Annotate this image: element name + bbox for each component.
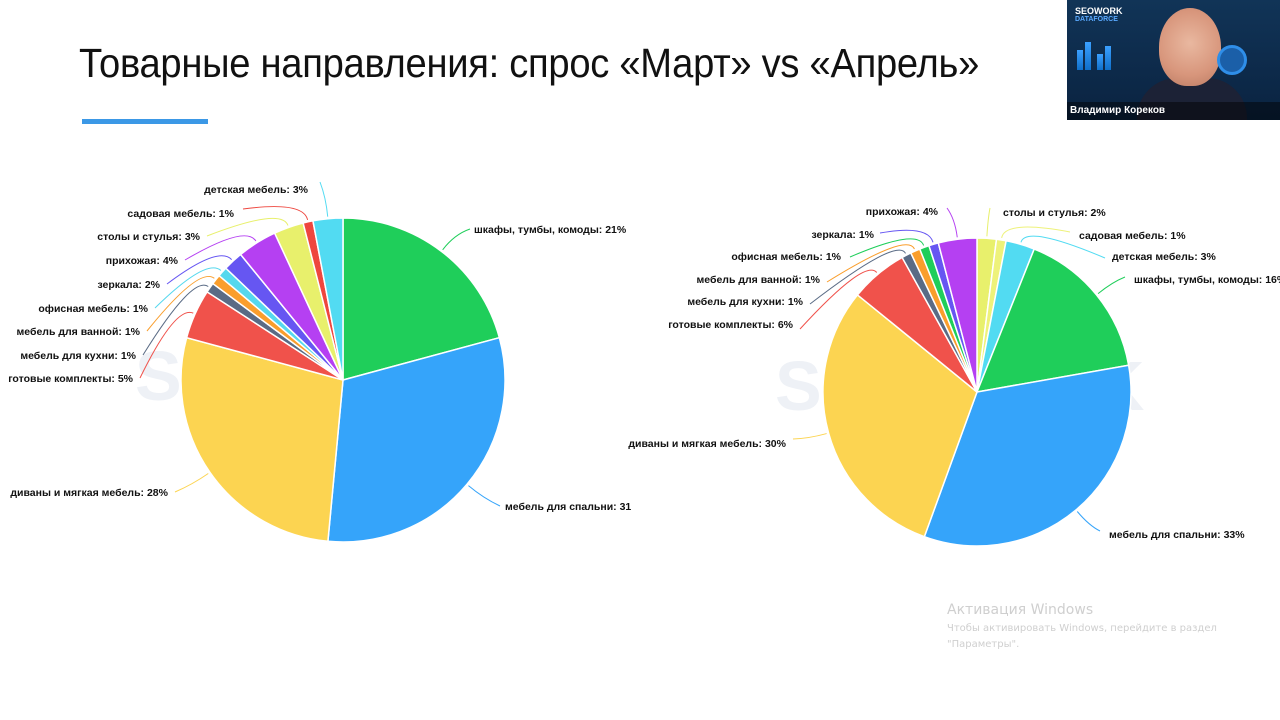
slice-label: мебель для кухни: 1% (687, 296, 803, 308)
slice-label: зеркала: 2% (97, 279, 160, 291)
presenter-name: Владимир Кореков (1067, 102, 1280, 120)
slice-label: офисная мебель: 1% (731, 251, 841, 263)
pie-chart-march (180, 217, 506, 543)
leader-line (154, 267, 222, 309)
leader-line (826, 244, 915, 283)
pie-slice[interactable] (822, 293, 978, 538)
title-accent-bar (82, 119, 208, 124)
slice-label: шкафы, тумбы, комоды: 16% (1134, 274, 1280, 286)
pie-slice[interactable] (975, 248, 1130, 393)
leader-line (146, 276, 215, 332)
leader-line (849, 238, 925, 258)
leader-line (1076, 511, 1101, 532)
slice-label: готовые комплекты: 6% (668, 319, 793, 331)
slice-label: детская мебель: 3% (204, 184, 309, 196)
leader-line (799, 269, 878, 330)
bar-logo-icon (1077, 42, 1113, 70)
webcam-brand-secondary: DATAFORCE (1075, 16, 1118, 23)
pie-chart-april (822, 237, 1132, 547)
slice-label: прихожая: 4% (866, 206, 939, 218)
leader-line (206, 217, 289, 237)
leader-line (986, 207, 991, 237)
leader-line (946, 207, 958, 238)
pie-slice[interactable] (312, 217, 344, 381)
slice-label: садовая мебель: 1% (127, 208, 234, 220)
leader-line (1001, 226, 1071, 239)
activation-line-1: Чтобы активировать Windows, перейдите в … (947, 623, 1217, 634)
slice-label: столы и стулья: 2% (1003, 207, 1106, 219)
slice-label: шкафы, тумбы, комоды: 21% (474, 224, 627, 236)
leader-line (879, 229, 934, 243)
leader-line (442, 228, 471, 251)
leader-line (139, 311, 194, 379)
pie-slice[interactable] (342, 217, 501, 381)
presenter-face (1159, 8, 1221, 86)
pie-labels-march: шкафы, тумбы, комоды: 21% мебель для спал… (8, 181, 631, 513)
activation-heading: Активация Windows (947, 602, 1094, 618)
slice-label: мебель для спальни: 33% (1109, 529, 1245, 541)
leader-line (809, 249, 906, 305)
slice-label: диваны и мягкая мебель: 28% (10, 487, 168, 499)
leader-line (1097, 276, 1126, 295)
slice-label: столы и стулья: 3% (97, 231, 200, 243)
windows-activation-notice[interactable]: Активация Windows Чтобы активировать Win… (947, 602, 1217, 653)
presenter-webcam: SEOWORK DATAFORCE Владимир Кореков (1067, 0, 1280, 120)
leader-line (792, 433, 827, 440)
pie-slice[interactable] (937, 237, 978, 393)
pie-slice[interactable] (180, 336, 344, 543)
slice-label: мебель для ванной: 1% (16, 326, 140, 338)
slice-label: мебель для спальни: 31 (505, 501, 631, 513)
leader-line (166, 255, 232, 285)
slice-label: мебель для ванной: 1% (696, 274, 820, 286)
slice-label: садовая мебель: 1% (1079, 230, 1186, 242)
circle-logo-icon (1217, 45, 1247, 75)
slice-label: детская мебель: 3% (1112, 251, 1217, 263)
leader-line (1020, 235, 1106, 259)
leader-line (468, 485, 501, 507)
leader-line (319, 181, 329, 217)
pie-slice[interactable] (923, 364, 1132, 547)
slide-title: Товарные направления: спрос «Март» vs «А… (79, 40, 980, 86)
leader-line (184, 235, 257, 261)
slice-label: готовые комплекты: 5% (8, 373, 133, 385)
leader-line (174, 473, 209, 493)
leader-line (242, 206, 309, 221)
webcam-brand-primary: SEOWORK (1075, 6, 1123, 16)
slice-label: офисная мебель: 1% (38, 303, 148, 315)
activation-line-2: "Параметры". (947, 639, 1020, 650)
pie-labels-april: столы и стулья: 2% садовая мебель: 1% детс… (628, 206, 1280, 541)
slice-label: диваны и мягкая мебель: 30% (628, 438, 786, 450)
slice-label: зеркала: 1% (811, 229, 874, 241)
pie-slice[interactable] (327, 336, 506, 543)
leader-line (142, 284, 209, 356)
slice-label: прихожая: 4% (106, 255, 179, 267)
slice-label: мебель для кухни: 1% (20, 350, 136, 362)
